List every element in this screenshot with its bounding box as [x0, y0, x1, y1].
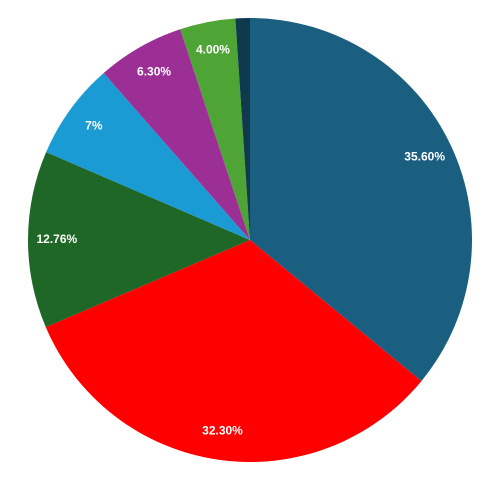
pie-slice — [27, 152, 250, 328]
data-label: 7% — [85, 119, 103, 133]
data-label: 6.30% — [137, 65, 171, 79]
data-label: 32.30% — [202, 423, 243, 437]
data-label: 4.00% — [196, 43, 230, 57]
pie-slice — [235, 18, 250, 240]
pie-slice — [180, 18, 250, 241]
pie-slice — [46, 73, 251, 240]
data-label: 35.60% — [404, 150, 445, 164]
data-label: 12.76% — [37, 232, 78, 246]
pie-slice — [45, 240, 422, 463]
pie-slice — [250, 18, 472, 382]
pie-slice — [103, 29, 251, 241]
